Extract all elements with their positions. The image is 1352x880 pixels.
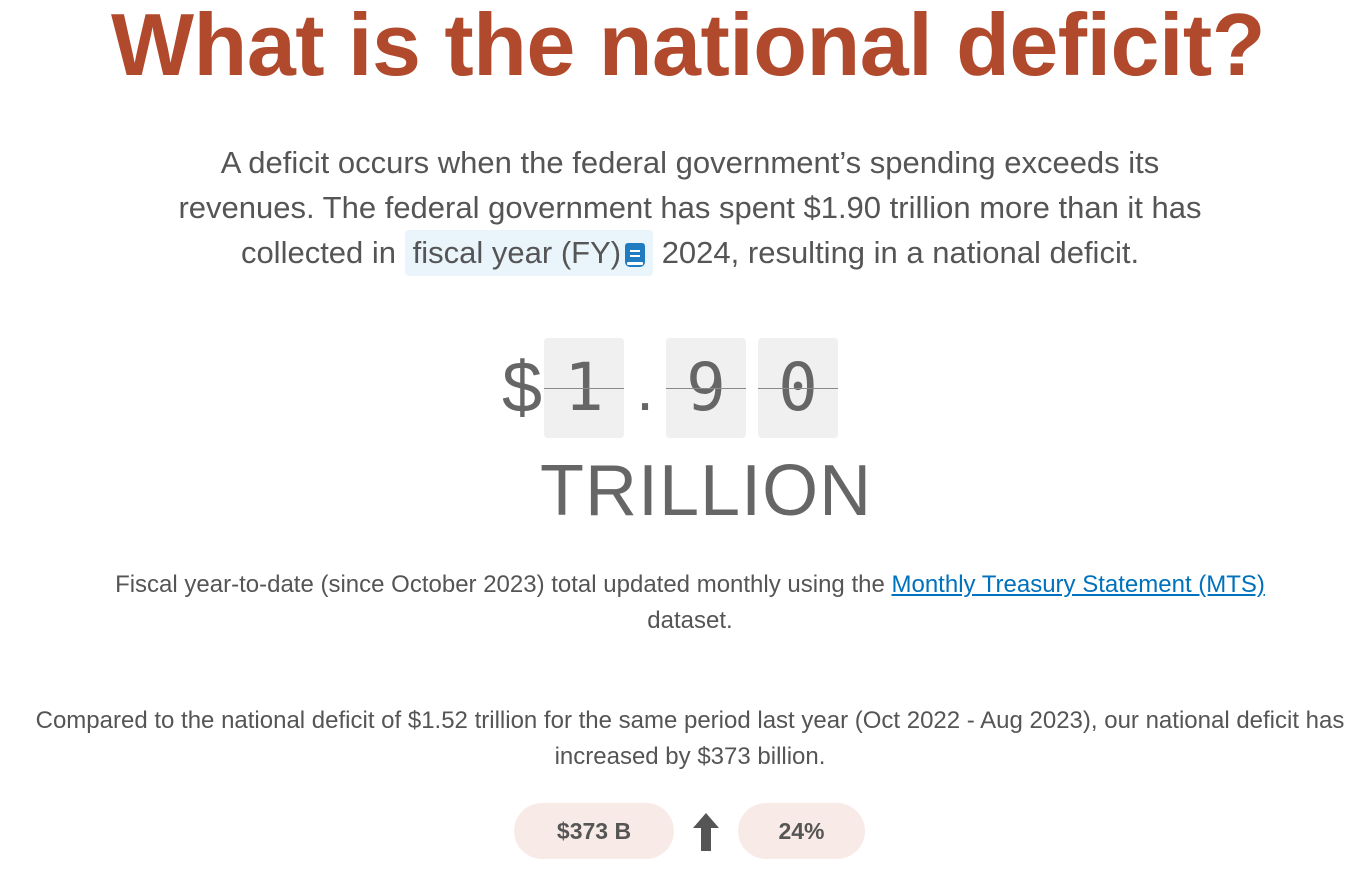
intro-text-before: A deficit occurs when the federal govern… — [178, 145, 1202, 270]
comparison-text: Compared to the national deficit of $1.5… — [35, 707, 1345, 770]
source-text-after: dataset. — [647, 607, 733, 634]
glossary-book-icon — [625, 243, 646, 267]
counter-unit: TRILLION — [540, 451, 873, 531]
glossary-term-fiscal-year[interactable]: fiscal year (FY) — [404, 230, 654, 276]
counter-digit: 9 — [666, 338, 746, 438]
arrow-up-icon — [693, 813, 719, 851]
source-text-before: Fiscal year-to-date (since October 2023)… — [115, 571, 892, 598]
page-title: What is the national deficit? — [111, 0, 1266, 94]
intro-text-after: 2024, resulting in a national deficit. — [653, 235, 1140, 270]
source-note: Fiscal year-to-date (since October 2023)… — [40, 567, 1340, 639]
glossary-term-label: fiscal year (FY) — [412, 235, 622, 270]
intro-paragraph: A deficit occurs when the federal govern… — [150, 140, 1230, 276]
counter-currency: $ — [501, 348, 543, 428]
mts-dataset-link[interactable]: Monthly Treasury Statement (MTS) — [891, 571, 1265, 598]
change-percent-badge: 24% — [738, 803, 865, 859]
deficit-counter: $ 1 . 9 0 — [500, 338, 838, 438]
counter-decimal-point: . — [636, 352, 654, 424]
change-amount-badge: $373 B — [514, 803, 674, 859]
counter-digit: 1 — [544, 338, 624, 438]
counter-digit: 0 — [758, 338, 838, 438]
